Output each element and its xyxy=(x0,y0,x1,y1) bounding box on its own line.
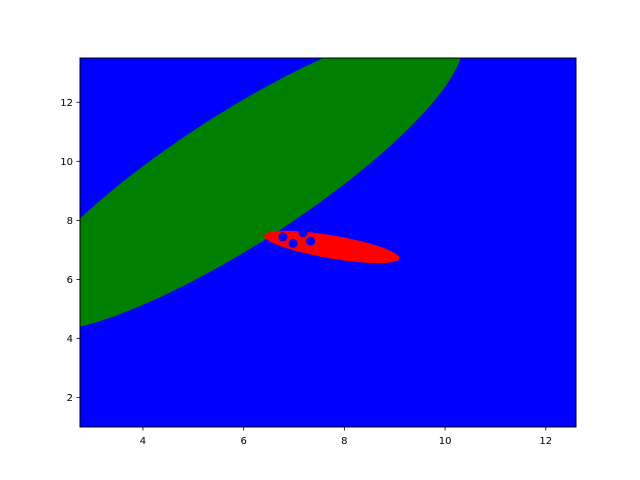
data-point-3 xyxy=(306,236,316,246)
y-tick-label-0: 2 xyxy=(67,393,73,404)
axes-frame xyxy=(79,57,577,428)
x-tick-label-4: 12 xyxy=(539,436,552,447)
x-tick-label-2: 8 xyxy=(341,436,347,447)
data-point-1 xyxy=(288,238,298,248)
y-axis: 2 4 6 8 10 12 xyxy=(60,98,80,404)
data-point-2 xyxy=(298,228,308,238)
y-tick-label-5: 12 xyxy=(60,98,73,109)
x-tick-label-3: 10 xyxy=(439,436,452,447)
data-point-4 xyxy=(318,220,328,230)
data-point-0 xyxy=(278,232,288,242)
y-tick-label-1: 4 xyxy=(67,334,73,345)
y-tick-label-4: 10 xyxy=(60,157,73,168)
region-1 xyxy=(264,230,400,264)
plot-area xyxy=(80,58,576,427)
x-axis: 4 6 8 10 12 xyxy=(140,427,552,447)
region-0 xyxy=(80,58,461,327)
x-tick-label-0: 4 xyxy=(140,436,146,447)
points-layer xyxy=(278,220,328,248)
y-tick-label-2: 6 xyxy=(67,275,73,286)
x-tick-label-1: 6 xyxy=(240,436,246,447)
y-tick-label-3: 8 xyxy=(67,216,73,227)
region-layer xyxy=(80,58,461,327)
